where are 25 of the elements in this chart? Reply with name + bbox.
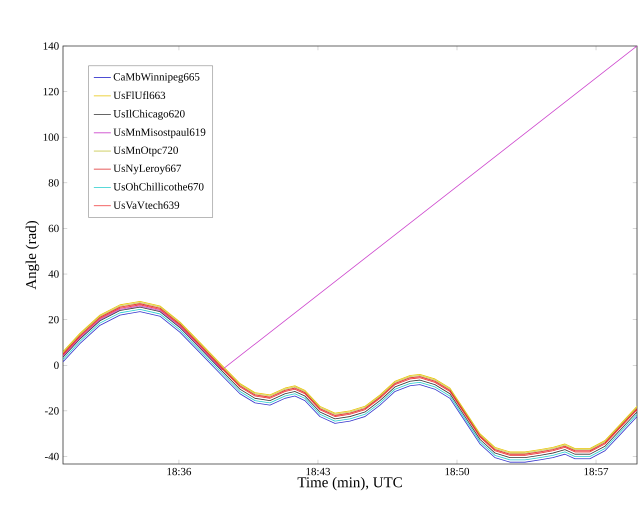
legend-label: UsMnMisostpaul619 [113,128,206,138]
legend-label: UsIlChicago620 [113,110,185,120]
legend-label: UsVaVtech639 [113,201,180,209]
y-tick-label: 0 [54,362,59,369]
y-axis-title: Angle (rad) [26,221,40,290]
legend-label: UsMnOtpc720 [113,146,178,156]
y-tick-label: 120 [44,88,59,96]
y-tick-label: 40 [48,270,59,278]
x-tick-label: 18:43 [306,468,330,476]
legend-label: UsNyLeroy667 [113,164,182,174]
line-series [63,46,638,370]
y-tick-label: 60 [48,224,59,232]
y-tick-label: -20 [44,407,59,415]
y-tick-label: 100 [44,134,59,141]
y-tick-label: 20 [48,316,59,324]
x-tick-label: 18:50 [445,468,470,476]
legend-label: UsOhChillicothe670 [113,182,204,190]
x-axis-title: Time (min), UTC [298,476,402,490]
y-tick-label: 80 [48,179,59,187]
y-tick-label: -40 [44,452,59,460]
x-tick-label: 18:36 [167,468,192,476]
x-tick-label: 18:57 [584,468,608,476]
legend-label: CaMbWinnipeg665 [114,72,200,83]
legend-label: UsFlUfl663 [113,91,166,100]
y-tick-label: 140 [44,42,59,50]
